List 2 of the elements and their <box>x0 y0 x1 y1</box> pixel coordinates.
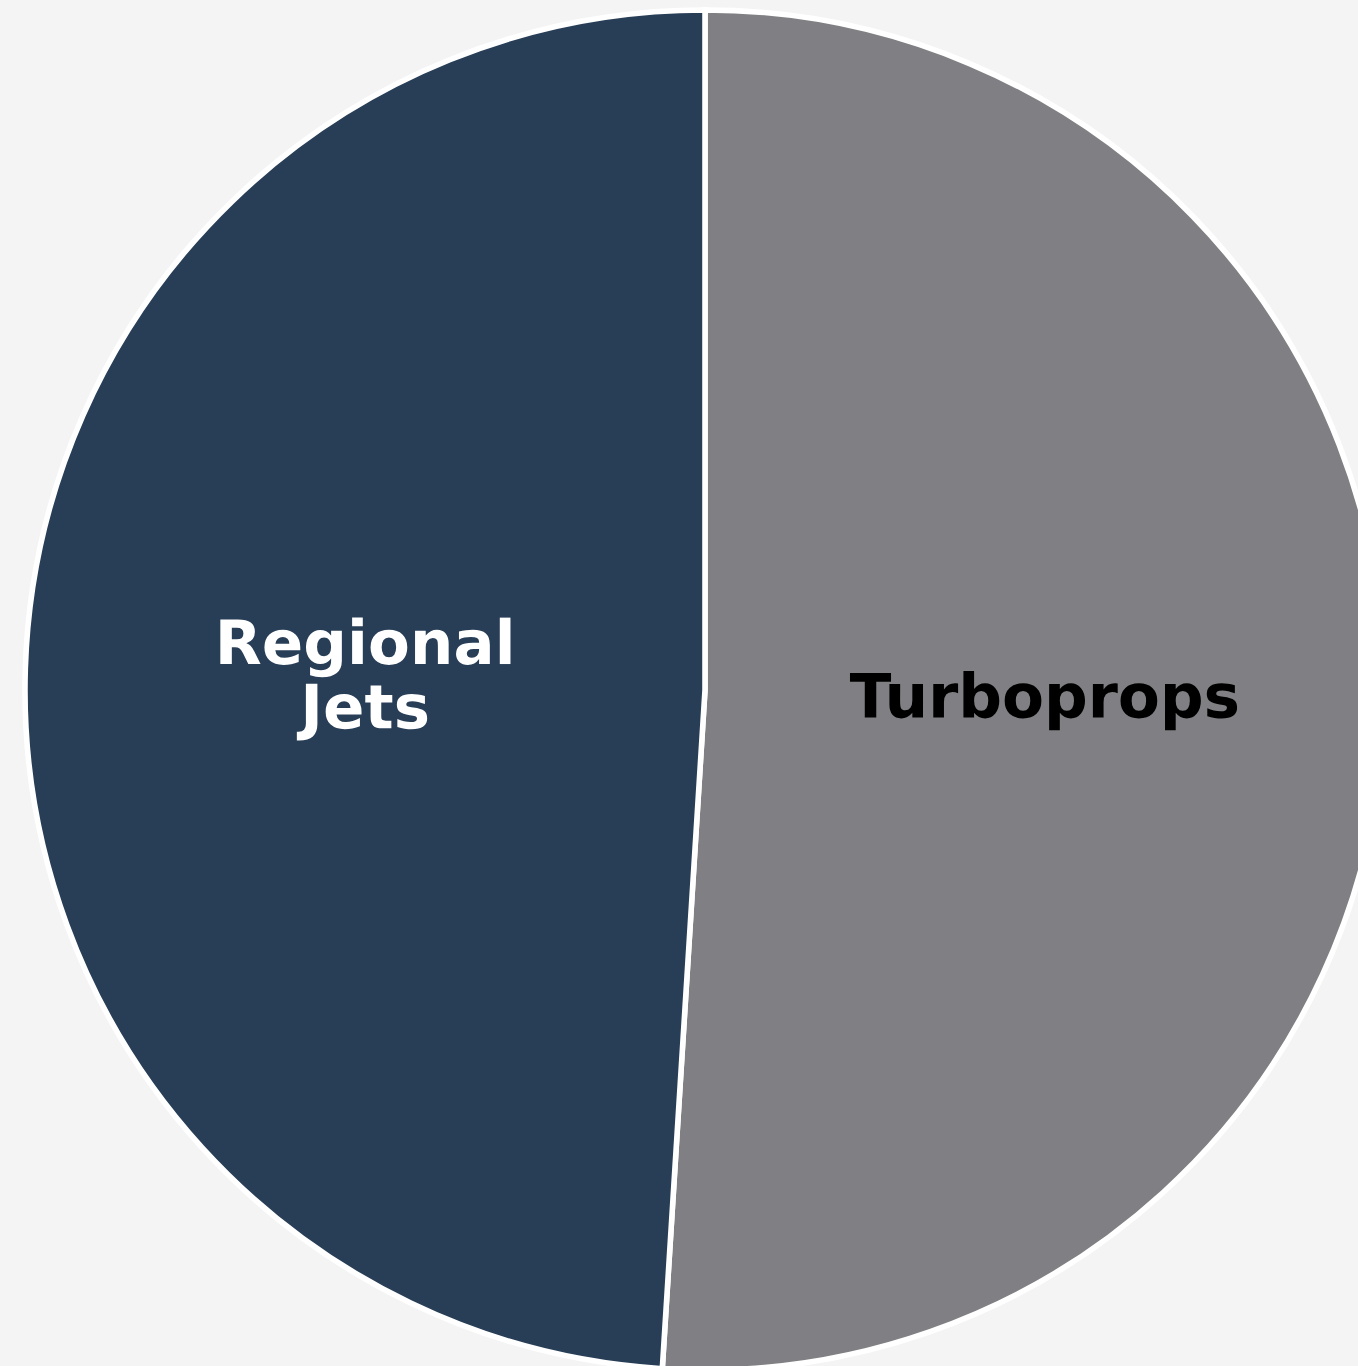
slice-label: Turboprops <box>849 671 1238 731</box>
slice-label: Regional Jets <box>220 617 511 741</box>
